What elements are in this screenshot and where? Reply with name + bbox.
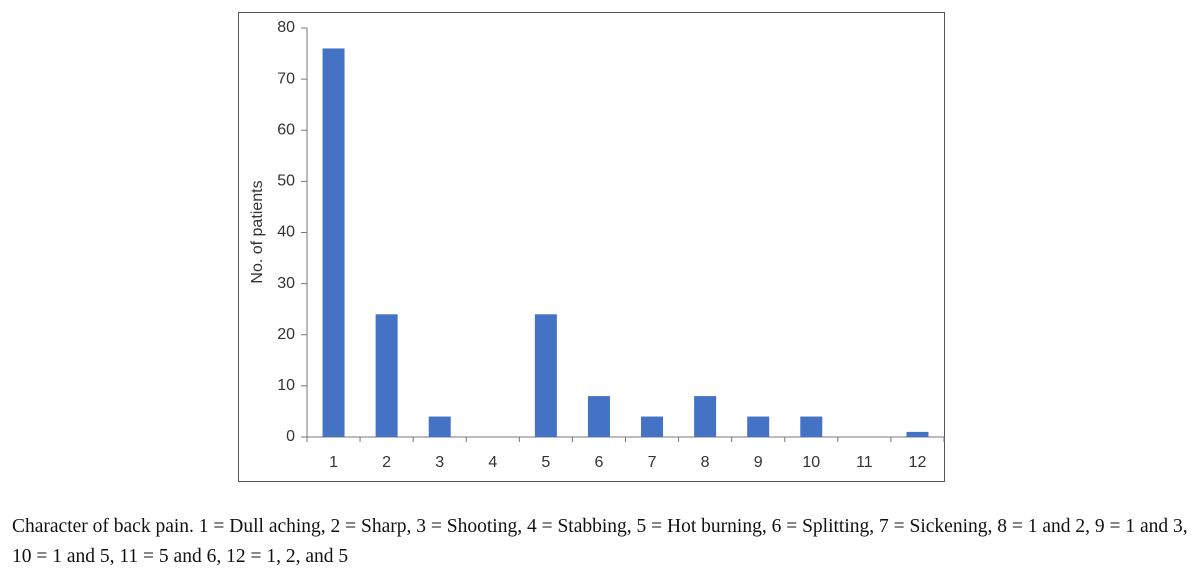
y-tick-label: 10 [277, 377, 295, 394]
bar [375, 314, 398, 437]
bar [534, 314, 557, 437]
bar [800, 416, 823, 437]
y-tick-label: 40 [277, 224, 295, 241]
bar [428, 416, 451, 437]
bar [322, 48, 345, 437]
y-tick-label: 70 [277, 70, 295, 87]
bar [587, 396, 610, 437]
x-tick-label: 6 [595, 454, 604, 471]
bar [747, 416, 770, 437]
x-tick-label: 11 [856, 454, 873, 471]
x-tick-label: 1 [329, 454, 338, 471]
bar [906, 431, 929, 437]
x-tick-label: 4 [488, 454, 497, 471]
y-tick-label: 20 [277, 326, 295, 343]
x-tick-label: 2 [382, 454, 391, 471]
x-tick-label: 7 [648, 454, 657, 471]
y-tick-label: 50 [277, 173, 295, 190]
y-axis-label: No. of patients [249, 180, 266, 283]
y-tick-label: 80 [277, 19, 295, 36]
x-tick-label: 12 [909, 454, 927, 471]
y-tick-label: 0 [286, 428, 295, 445]
x-tick-label: 9 [754, 454, 763, 471]
x-tick-label: 8 [701, 454, 710, 471]
caption: Character of back pain. 1 = Dull aching,… [12, 516, 1188, 567]
chart-frame [238, 12, 945, 482]
x-tick-label: 10 [802, 454, 820, 471]
bar [641, 416, 664, 437]
y-tick-label: 30 [277, 275, 295, 292]
x-tick-label: 3 [435, 454, 444, 471]
bar [694, 396, 717, 437]
x-tick-label: 5 [541, 454, 550, 471]
y-tick-label: 60 [277, 121, 295, 138]
